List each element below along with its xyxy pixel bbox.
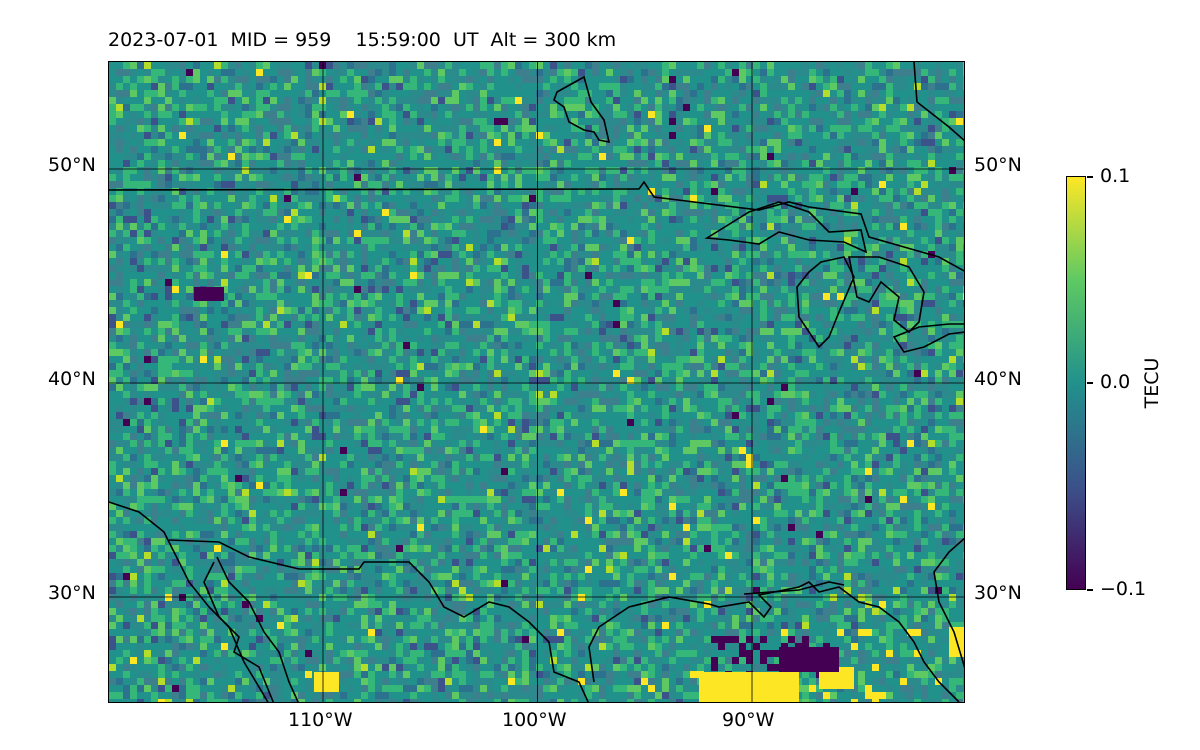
colorbar-tick-top [1087,176,1093,178]
lat-label-50n-right: 50°N [974,154,1022,176]
lat-label-30n-right: 30°N [974,582,1022,604]
colorbar-tick-mid [1087,382,1093,384]
north-east-coast [913,62,964,142]
hudson-bay-coast [553,75,611,144]
lat-label-50n-left: 50°N [48,154,96,176]
lon-label-90w: 90°W [722,709,775,731]
lon-label-110w: 110°W [288,709,353,731]
coastlines [109,62,964,702]
lake-erie [892,323,964,353]
tec-map [109,62,964,702]
colorbar-title: TECU [1141,357,1163,409]
lon-label-100w: 100°W [502,709,567,731]
gulf-coast-east [743,581,845,595]
baja-west [203,561,275,702]
lat-label-40n-right: 40°N [974,368,1022,390]
tec-field [109,62,964,702]
us-canada-border [109,180,964,272]
lake-michigan [796,256,855,349]
us-mexico-border [168,539,589,702]
gridlines [109,62,964,702]
map-title: 2023-07-01 MID = 959 15:59:00 UT Alt = 3… [108,29,617,51]
map-frame [108,61,965,703]
atlantic-coast [933,537,964,669]
colorbar-label-min: −0.1 [1100,578,1147,600]
colorbar-tick-bottom [1087,589,1093,591]
lake-huron [848,256,925,334]
colorbar-label-max: 0.1 [1100,165,1131,187]
colorbar [1066,176,1086,590]
baja-peninsula [216,556,299,702]
lat-label-40n-left: 40°N [48,368,96,390]
pacific-coast [109,501,269,702]
lake-superior [704,201,868,254]
lat-label-30n-left: 30°N [48,582,96,604]
colorbar-label-zero: 0.0 [1100,371,1131,393]
